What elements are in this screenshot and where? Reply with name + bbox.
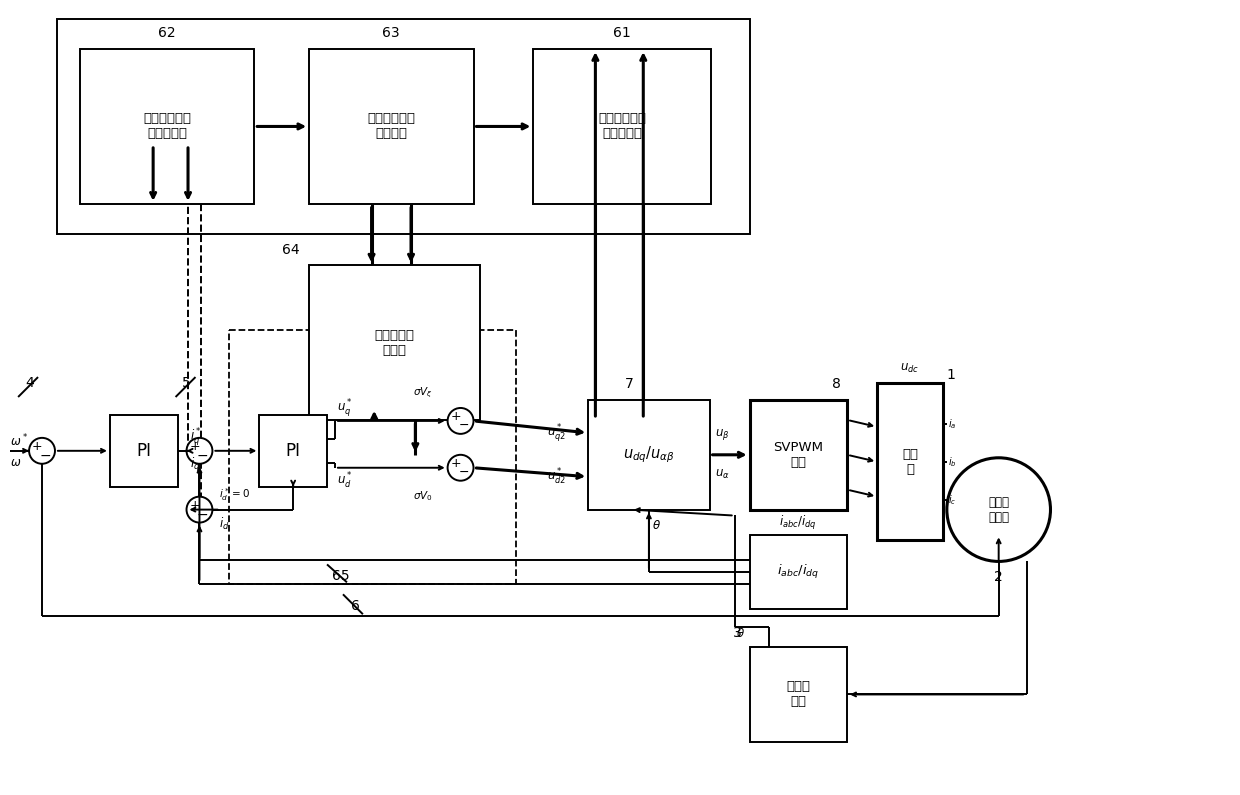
Circle shape [29,438,55,463]
Text: $i_{abc}/i_{dq}$: $i_{abc}/i_{dq}$ [780,514,817,532]
Text: +: + [450,457,461,471]
FancyBboxPatch shape [588,400,709,510]
Text: $i_d^*=0$: $i_d^*=0$ [219,487,250,503]
Circle shape [947,458,1050,561]
FancyBboxPatch shape [309,49,474,204]
Text: −: − [40,449,51,463]
Text: $u_{\alpha}$: $u_{\alpha}$ [714,468,729,481]
Text: 64: 64 [283,242,300,257]
Circle shape [448,455,474,481]
Text: 2: 2 [994,570,1003,584]
Text: $\sigma V_{\xi}$: $\sigma V_{\xi}$ [413,386,433,400]
Circle shape [186,438,212,463]
Text: 5: 5 [182,376,191,390]
Text: $i_q$: $i_q$ [190,456,200,474]
FancyBboxPatch shape [533,49,711,204]
Text: 62: 62 [159,26,176,41]
Text: $i_b$: $i_b$ [947,455,956,469]
Text: 补偿电压获
取模块: 补偿电压获 取模块 [374,328,415,357]
Text: 6: 6 [351,599,361,613]
Text: $u_{d2}^*$: $u_{d2}^*$ [547,467,567,487]
Text: $\theta$: $\theta$ [652,519,661,532]
Text: $u_q^*$: $u_q^*$ [337,397,352,419]
Text: $u_{\beta}$: $u_{\beta}$ [714,428,729,442]
Text: −: − [197,449,208,463]
Text: 反馈调节系数
获取模块: 反馈调节系数 获取模块 [367,112,415,141]
FancyBboxPatch shape [749,647,847,742]
Text: 补偿后畸变电
压获取模块: 补偿后畸变电 压获取模块 [598,112,646,141]
Text: $i_{abc}/i_{dq}$: $i_{abc}/i_{dq}$ [777,563,820,581]
Text: $i_d$: $i_d$ [219,515,229,532]
Text: $i_q^*$: $i_q^*$ [190,426,201,448]
FancyBboxPatch shape [749,534,847,609]
FancyBboxPatch shape [79,49,254,204]
FancyBboxPatch shape [877,383,942,541]
Text: 7: 7 [625,377,634,391]
Text: $u_{dc}$: $u_{dc}$ [900,362,920,374]
FancyBboxPatch shape [57,19,749,234]
Text: $\sigma V_0$: $\sigma V_0$ [413,489,433,502]
Text: −: − [197,507,208,522]
Text: 逆变
器: 逆变 器 [901,448,918,475]
Text: +: + [32,440,42,453]
FancyBboxPatch shape [259,415,327,487]
Text: −: − [459,466,469,479]
Text: $\omega^*$: $\omega^*$ [10,432,29,449]
Text: +: + [190,499,200,512]
FancyBboxPatch shape [110,415,177,487]
Text: $i_a$: $i_a$ [947,417,956,431]
Text: 61: 61 [613,26,631,41]
Circle shape [186,497,212,522]
Circle shape [448,408,474,434]
Text: −: − [459,420,469,432]
Text: PI: PI [136,442,151,460]
Text: 4: 4 [26,376,35,390]
Text: $u_{dq}/u_{\alpha\beta}$: $u_{dq}/u_{\alpha\beta}$ [622,444,675,465]
Text: $\theta$: $\theta$ [735,626,744,640]
FancyBboxPatch shape [749,400,847,510]
Text: 未补偿畸变系
数获取模块: 未补偿畸变系 数获取模块 [143,112,191,141]
Text: SVPWM
模块: SVPWM 模块 [774,440,823,469]
Text: 3: 3 [733,626,742,640]
Text: 1: 1 [946,368,955,382]
Text: $u_d^*$: $u_d^*$ [337,471,352,491]
FancyBboxPatch shape [309,266,480,420]
Text: 63: 63 [382,26,401,41]
Text: $u_{q2}^*$: $u_{q2}^*$ [547,422,567,444]
Text: $i_c$: $i_c$ [947,493,956,506]
Text: 永磁同
步电机: 永磁同 步电机 [988,495,1009,524]
Text: $\omega$: $\omega$ [10,456,21,469]
Text: +: + [190,440,200,453]
Text: +: + [450,410,461,424]
Text: 65: 65 [332,569,350,584]
Text: 8: 8 [832,377,841,391]
Text: PI: PI [285,442,300,460]
Text: 位置传
感器: 位置传 感器 [786,681,811,708]
